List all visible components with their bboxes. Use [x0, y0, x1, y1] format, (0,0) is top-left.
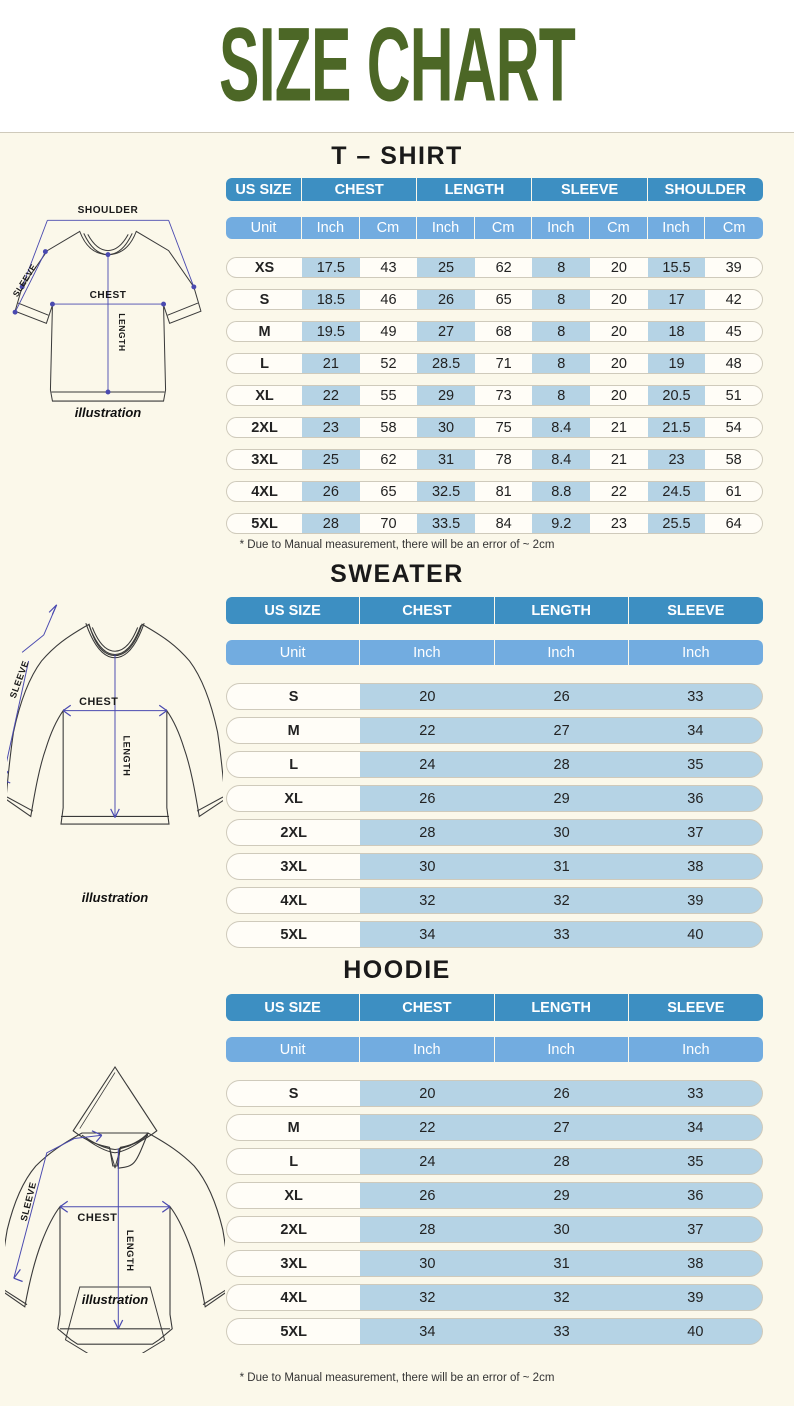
svg-text:LENGTH: LENGTH — [125, 1230, 135, 1272]
svg-text:SLEEVE: SLEEVE — [8, 659, 31, 699]
svg-text:CHEST: CHEST — [90, 290, 127, 301]
svg-text:LENGTH: LENGTH — [117, 313, 127, 351]
svg-text:LENGTH: LENGTH — [122, 736, 132, 777]
svg-text:CHEST: CHEST — [77, 1212, 117, 1224]
svg-text:CHEST: CHEST — [79, 696, 118, 708]
svg-text:SHOULDER: SHOULDER — [78, 205, 139, 216]
